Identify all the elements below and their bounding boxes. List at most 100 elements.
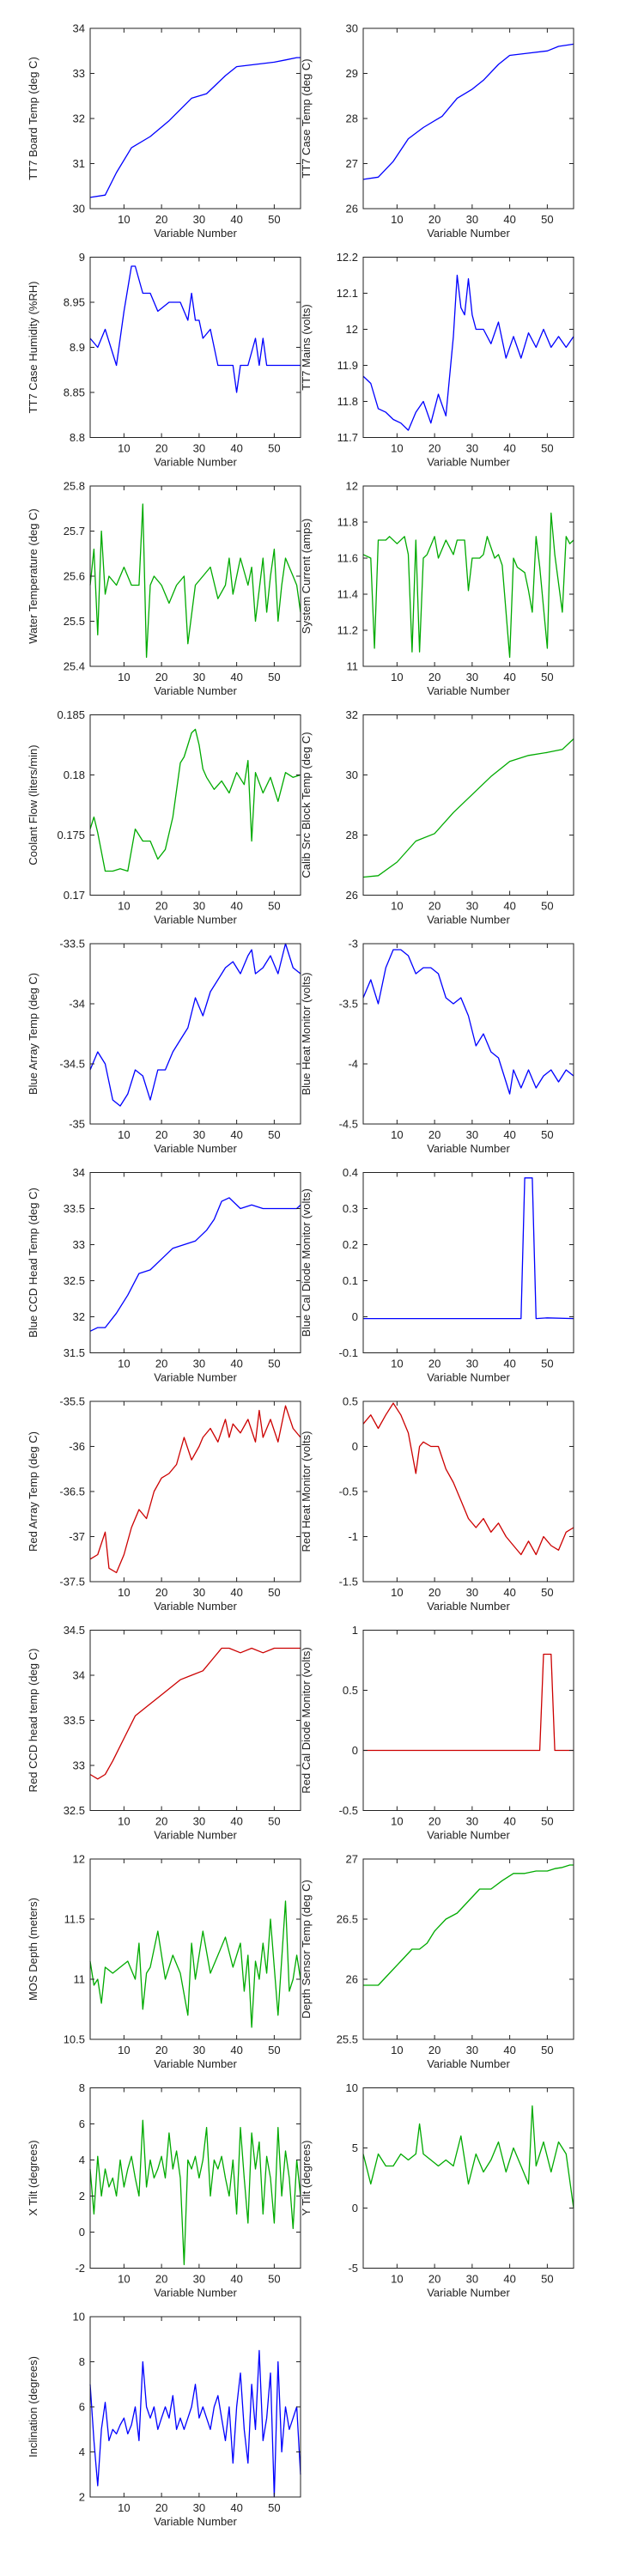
y-axis-label: Coolant Flow (liters/min)	[27, 744, 39, 865]
x-axis-label: Variable Number	[427, 1600, 510, 1613]
y-tick-label: -4	[348, 1058, 358, 1071]
y-tick-label: 31.5	[64, 1346, 85, 1359]
plot-frame	[362, 943, 574, 1125]
y-axis-label: X Tilt (degrees)	[27, 2140, 39, 2215]
y-tick-label: 30	[346, 22, 358, 35]
series-line	[89, 2349, 301, 2498]
y-tick-label: 8.8	[70, 431, 85, 444]
series-line	[362, 274, 574, 431]
y-tick-label: 4	[79, 2445, 85, 2458]
plot-frame	[362, 1630, 574, 1811]
x-tick-label: 10	[391, 1586, 403, 1599]
y-tick-label: 11.8	[337, 395, 358, 408]
x-tick-label: 50	[541, 900, 553, 913]
x-axis-label: Variable Number	[154, 684, 237, 697]
x-tick-label: 50	[541, 1586, 553, 1599]
chart-panel-3: 10 20 30 40 50 8.8 8.85 8.9 8.95 9 Variable Number…	[27, 251, 301, 469]
x-tick-label: 30	[193, 1128, 205, 1141]
chart-panel-12: 10 20 30 40 50 -0.1 0 0.1 0.2 0.3 0.4 Variable Numb…	[300, 1166, 574, 1384]
series-line	[89, 503, 301, 659]
y-tick-label: 34	[73, 22, 85, 35]
y-tick-label: -3.5	[339, 998, 358, 1011]
y-axis-label: MOS Depth (meters)	[27, 1898, 39, 2001]
x-tick-label: 40	[503, 671, 515, 683]
series-line	[362, 1402, 574, 1556]
y-tick-label: 33	[73, 1238, 85, 1251]
y-axis-label: TT7 Board Temp (deg C)	[27, 57, 39, 180]
chart-panel-18: 10 20 30 40 50 25.5 26 26.5 27 Variable Number Dep…	[300, 1853, 574, 2070]
y-tick-label: 26	[346, 889, 358, 902]
chart-panel-1: 10 20 30 40 50 30 31 32 33 34 Variable Number TT7 B…	[27, 22, 301, 240]
plot-frame	[362, 485, 574, 667]
series-line	[89, 2119, 301, 2265]
x-tick-label: 50	[268, 1358, 280, 1370]
x-tick-label: 30	[193, 1815, 205, 1828]
y-tick-label: -4.5	[339, 1118, 358, 1131]
x-tick-label: 50	[541, 2044, 553, 2057]
chart-panel-14: 10 20 30 40 50 -1.5 -1 -0.5 0 0.5 Variable Number R…	[300, 1395, 574, 1613]
y-tick-label: 34	[73, 1669, 85, 1682]
x-tick-label: 40	[230, 442, 242, 455]
x-tick-label: 40	[503, 1815, 515, 1828]
y-tick-label: 25.5	[64, 615, 85, 628]
plot-frame	[89, 1858, 301, 2040]
y-axis-label: Red Cal Diode Monitor (volts)	[300, 1647, 313, 1794]
x-tick-label: 10	[118, 900, 130, 913]
y-axis-label: Depth Sensor Temp (deg C)	[300, 1880, 313, 2019]
x-tick-label: 30	[466, 1815, 478, 1828]
x-tick-label: 40	[230, 1586, 242, 1599]
x-tick-label: 20	[155, 442, 167, 455]
y-tick-label: 8.95	[64, 296, 85, 309]
x-tick-label: 50	[541, 442, 553, 455]
y-tick-label: 31	[73, 157, 85, 170]
y-tick-label: -34.5	[59, 1058, 85, 1071]
x-tick-label: 50	[541, 213, 553, 226]
y-axis-label: Calib Src Block Temp (deg C)	[300, 732, 313, 878]
y-tick-label: -0.5	[339, 1485, 358, 1498]
x-tick-label: 10	[391, 900, 403, 913]
x-tick-label: 10	[391, 671, 403, 683]
y-tick-label: 0.5	[343, 1395, 358, 1408]
y-tick-label: -35.5	[59, 1395, 85, 1408]
y-tick-label: 0.17	[64, 889, 85, 902]
chart-panel-15: 10 20 30 40 50 32.5 33 33.5 34 34.5 Variable Numbe…	[27, 1624, 301, 1842]
plot-frame	[362, 1172, 574, 1353]
x-tick-label: 20	[428, 2273, 440, 2286]
y-tick-label: 6	[79, 2401, 85, 2414]
y-tick-label: 8.9	[70, 341, 85, 354]
y-tick-label: 34.5	[64, 1624, 85, 1637]
x-tick-label: 40	[230, 2044, 242, 2057]
x-tick-label: 30	[193, 671, 205, 683]
x-tick-label: 30	[466, 442, 478, 455]
y-tick-label: -5	[348, 2262, 358, 2275]
x-tick-label: 20	[155, 1586, 167, 1599]
y-tick-label: 10	[346, 2081, 358, 2094]
y-tick-label: -33.5	[59, 938, 85, 951]
x-tick-label: 40	[230, 213, 242, 226]
x-tick-label: 10	[118, 1358, 130, 1370]
y-tick-label: 34	[73, 1166, 85, 1179]
x-tick-label: 40	[503, 2273, 515, 2286]
x-tick-label: 30	[193, 2273, 205, 2286]
x-tick-label: 40	[230, 2273, 242, 2286]
x-tick-label: 20	[428, 900, 440, 913]
y-tick-label: 32	[346, 708, 358, 721]
y-tick-label: 8	[79, 2081, 85, 2094]
y-tick-label: 0.5	[343, 1684, 358, 1697]
y-tick-label: 0.3	[343, 1202, 358, 1215]
x-tick-label: 40	[503, 1586, 515, 1599]
chart-panel-7: 10 20 30 40 50 0.17 0.175 0.18 0.185 Variable Num…	[27, 708, 301, 927]
x-tick-label: 10	[391, 2044, 403, 2057]
y-axis-label: Red Array Temp (deg C)	[27, 1431, 39, 1552]
plot-frame	[89, 2087, 301, 2269]
chart-panel-8: 10 20 30 40 50 26 28 30 32 Variable Number Calib S…	[300, 708, 574, 927]
y-tick-label: -35	[69, 1118, 85, 1131]
series-line	[363, 1653, 574, 1752]
x-tick-label: 20	[155, 213, 167, 226]
chart-panel-13: 10 20 30 40 50 -37.5 -37 -36.5 -36 -35.5 Variable …	[27, 1395, 301, 1613]
plot-frame	[362, 1400, 574, 1583]
chart-panel-19: 10 20 30 40 50 -2 0 2 4 6 8 Variable Number X Tilt (…	[27, 2081, 301, 2300]
x-tick-label: 50	[541, 2273, 553, 2286]
x-tick-label: 10	[118, 442, 130, 455]
